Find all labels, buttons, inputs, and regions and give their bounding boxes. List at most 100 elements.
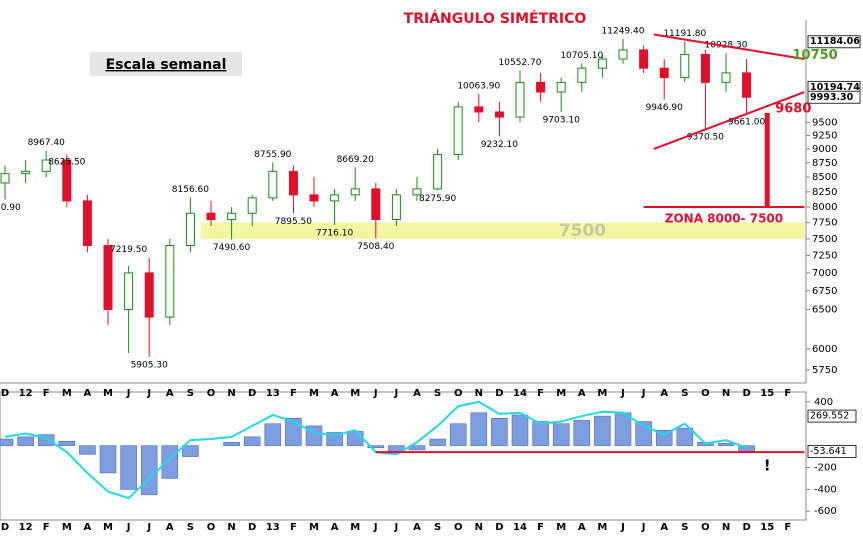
- price-label: 120.90: [0, 203, 21, 213]
- x-tick-label: F: [290, 388, 297, 399]
- histogram-bar: [17, 436, 34, 446]
- candle-body: [268, 170, 278, 199]
- y-tick-label: -600: [814, 506, 837, 517]
- histogram-bar: [58, 440, 76, 446]
- x-tick-label: M: [597, 522, 607, 533]
- candle-body: [536, 81, 546, 93]
- candle-body: [62, 159, 72, 202]
- x-tick-label: M: [309, 388, 319, 399]
- histogram-bar: [346, 431, 364, 446]
- x-tick-label: J: [126, 522, 131, 533]
- price-label: 8625.50: [48, 157, 85, 167]
- histogram-bar: [655, 430, 673, 446]
- y-tick-label: -400: [814, 484, 837, 495]
- x-tick-label: J: [394, 522, 399, 533]
- x-tick-label: A: [84, 522, 92, 533]
- price-label: 8669.20: [337, 155, 374, 165]
- x-tick-label: N: [227, 388, 235, 399]
- price-label: 9232.10: [481, 140, 518, 150]
- x-tick-label: F: [43, 388, 50, 399]
- price-label: 8156.60: [172, 185, 209, 195]
- histogram-bar: [676, 427, 694, 446]
- x-tick-label: 15: [760, 522, 774, 533]
- candle-body: [721, 72, 731, 83]
- histogram-bar: [470, 412, 488, 446]
- x-tick-label: M: [103, 388, 113, 399]
- x-tick-label: D: [1, 522, 9, 533]
- candle-body: [330, 194, 340, 202]
- histogram-bar: [594, 415, 611, 446]
- candle-body: [185, 212, 195, 246]
- x-tick-label: S: [187, 388, 194, 399]
- x-tick-label: O: [701, 522, 710, 533]
- price-label: 7219.50: [110, 245, 147, 255]
- x-tick-label: N: [475, 522, 483, 533]
- candle-body: [41, 159, 51, 172]
- candle-body: [144, 272, 154, 318]
- x-tick-label: O: [207, 522, 216, 533]
- x-tick-label: O: [207, 388, 216, 399]
- x-tick-label: M: [556, 522, 566, 533]
- x-tick-label: F: [784, 388, 791, 399]
- price-label: 8755.90: [254, 150, 291, 160]
- histogram-bar: [223, 442, 240, 446]
- target-label: 9680: [775, 101, 811, 116]
- x-tick-label: J: [620, 522, 625, 533]
- x-tick-label: J: [641, 388, 646, 399]
- x-tick-label: M: [350, 522, 360, 533]
- y-tick-label: -200: [814, 462, 837, 473]
- x-tick-label: O: [454, 388, 463, 399]
- y-tick-label: 8750: [812, 158, 837, 169]
- candle-body: [309, 194, 319, 202]
- x-tick-label: D: [742, 388, 750, 399]
- price-label: 7508.40: [357, 242, 394, 252]
- candle-body: [227, 212, 237, 221]
- x-tick-label: J: [620, 388, 625, 399]
- price-label: 7490.60: [213, 243, 250, 253]
- x-tick-label: A: [84, 388, 92, 399]
- x-tick-label: F: [43, 522, 50, 533]
- x-tick-label: D: [495, 522, 503, 533]
- x-tick-label: N: [722, 388, 730, 399]
- histogram-bar: [449, 423, 467, 446]
- x-tick-label: D: [495, 388, 503, 399]
- x-tick-label: 15: [760, 388, 774, 399]
- x-tick-label: J: [373, 522, 378, 533]
- x-tick-label: N: [475, 388, 483, 399]
- tag: 269.552: [810, 411, 849, 422]
- y-tick-label: 9000: [812, 144, 837, 155]
- x-tick-label: D: [1, 388, 9, 399]
- price-tag: 9993.30: [810, 92, 854, 103]
- x-tick-label: S: [187, 522, 194, 533]
- y-tick-label: 7500: [812, 234, 837, 245]
- histogram-bar: [182, 445, 199, 457]
- zone-label: 7500: [559, 221, 606, 241]
- support-label: ZONA 8000- 7500: [665, 212, 783, 226]
- x-tick-label: S: [434, 388, 441, 399]
- apex-label: 10750: [793, 48, 838, 63]
- panel-frame: [0, 391, 807, 521]
- x-tick-label: J: [126, 388, 131, 399]
- candle-body: [494, 111, 504, 118]
- candle-body: [165, 244, 175, 318]
- subtitle: Escala semanal: [106, 57, 227, 73]
- x-tick-label: M: [62, 388, 72, 399]
- candle-body: [474, 106, 484, 113]
- price-label: 10705.10: [560, 51, 603, 61]
- x-tick-label: N: [722, 522, 730, 533]
- histogram-bar: [285, 418, 302, 446]
- candle-body: [288, 170, 298, 196]
- candle-body: [412, 188, 422, 196]
- x-tick-label: A: [331, 522, 339, 533]
- price-tag-box: [807, 35, 861, 49]
- y-tick-label: 9250: [812, 130, 837, 141]
- price-label: 8275.90: [419, 194, 456, 204]
- histogram-bar: [491, 418, 508, 446]
- price-label: 8967.40: [28, 138, 65, 148]
- x-tick-label: J: [373, 388, 378, 399]
- x-tick-label: D: [248, 388, 256, 399]
- x-tick-label: 12: [19, 522, 33, 533]
- y-tick-label: 6500: [812, 304, 837, 315]
- y-tick-label: 6000: [812, 344, 837, 355]
